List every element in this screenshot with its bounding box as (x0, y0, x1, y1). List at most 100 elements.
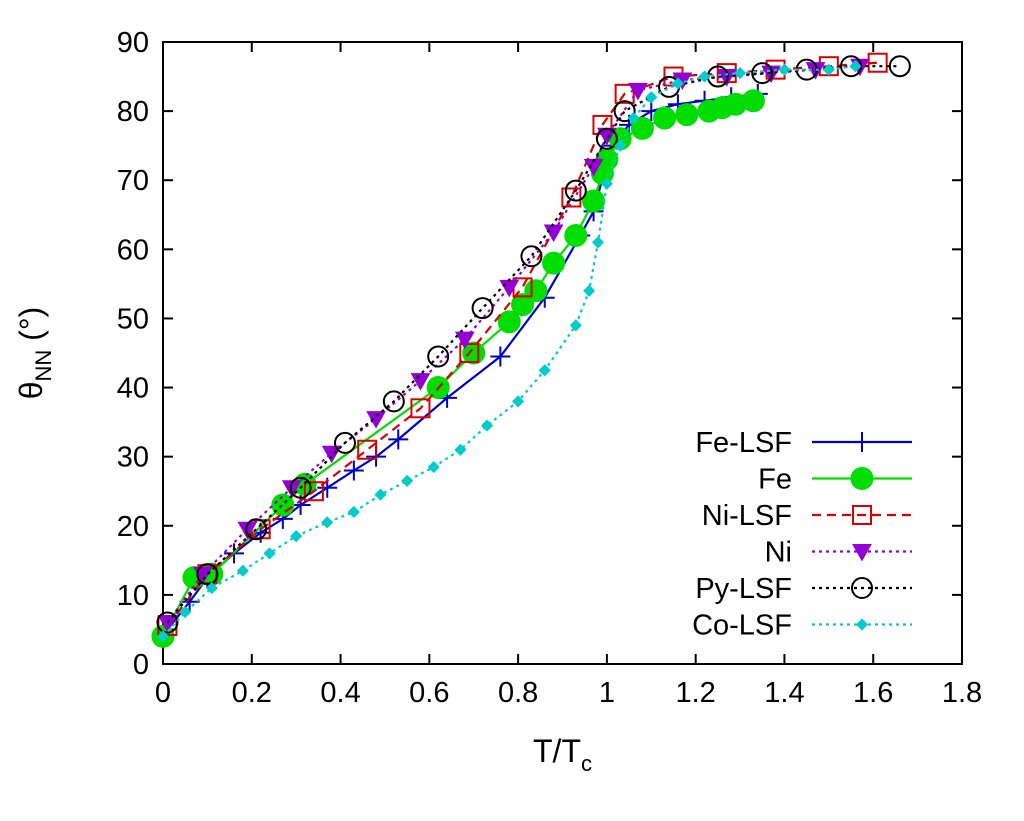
legend-label: Py-LSF (695, 573, 792, 605)
data-point (454, 443, 467, 456)
data-point (538, 364, 551, 377)
y-tick-label: 90 (117, 27, 149, 59)
y-tick-label: 10 (117, 580, 149, 612)
data-point (357, 439, 378, 460)
data-point (628, 82, 648, 101)
legend-entry: Py-LSF (695, 573, 912, 605)
x-tick-label: 0 (155, 677, 171, 709)
y-tick-label: 50 (117, 303, 149, 335)
y-axis-label-sub: NN (31, 350, 56, 382)
data-point (569, 319, 582, 332)
data-point (600, 177, 613, 190)
data-point (613, 100, 636, 123)
data-point (630, 116, 654, 140)
x-axis-label: T/Tc (533, 733, 592, 776)
legend-marker (851, 577, 873, 599)
data-point (543, 224, 564, 243)
data-point (716, 69, 737, 87)
data-point (471, 297, 494, 320)
data-point (321, 445, 342, 464)
series-line (166, 61, 878, 627)
data-point (698, 70, 711, 83)
data-point (822, 63, 835, 76)
x-tick-label: 1.8 (942, 677, 982, 709)
data-point (237, 521, 258, 540)
data-point (245, 518, 268, 541)
y-tick-label: 40 (117, 373, 149, 405)
series-py-lsf (156, 55, 911, 634)
legend-entry: Ni-LSF (702, 500, 912, 532)
series-line (162, 99, 754, 637)
data-point (321, 516, 334, 529)
y-tick-label: 20 (117, 511, 149, 543)
y-axis-label-unit: (°) (13, 307, 49, 350)
y-tick-label: 60 (117, 234, 149, 266)
series-line (162, 65, 856, 638)
data-point (179, 606, 192, 619)
data-point (564, 179, 587, 202)
y-axis-label: θNN (°) (13, 307, 56, 400)
data-point (741, 89, 765, 113)
data-point (156, 630, 170, 643)
x-axis-label-sub: c (581, 751, 592, 776)
data-point (388, 429, 409, 450)
y-tick-label: 80 (117, 96, 149, 128)
x-tick-label: 1 (599, 677, 615, 709)
data-point (653, 106, 677, 130)
legend-entry: Fe-LSF (695, 427, 912, 459)
legend-entry: Fe (758, 464, 912, 496)
data-point (778, 63, 791, 76)
legend-entry: Ni (765, 537, 912, 569)
y-axis-label-main: θ (13, 381, 49, 399)
legend-label: Ni (765, 537, 792, 569)
data-point (733, 67, 747, 80)
x-tick-label: 0.2 (232, 677, 272, 709)
data-point (849, 60, 862, 73)
legend-label: Ni-LSF (702, 500, 792, 532)
data-point (401, 474, 414, 487)
x-tick-label: 0.4 (320, 677, 360, 709)
legend-label: Co-LSF (692, 610, 792, 642)
data-point (867, 52, 888, 73)
data-point (290, 530, 303, 543)
series-ni (157, 58, 870, 633)
data-point (512, 395, 525, 408)
series-line (166, 65, 900, 624)
data-point (289, 476, 312, 499)
legend-label: Fe-LSF (695, 427, 792, 459)
legend-marker (850, 467, 874, 490)
data-point (614, 83, 635, 104)
plot-frame (162, 41, 963, 665)
axis-ticks: 0 0.2 0.4 0.6 0.8 1 1.2 1.4 1.6 1.8 0 10 20 30 40 50 60 7… (117, 27, 982, 709)
data-point (520, 245, 543, 268)
data-point (751, 62, 774, 85)
legend-entry: Co-LSF (692, 610, 912, 642)
y-tick-label: 0 (133, 649, 149, 681)
data-point (480, 419, 494, 432)
x-tick-label: 0.8 (498, 677, 538, 709)
data-point (542, 251, 566, 275)
x-tick-label: 1.6 (853, 677, 893, 709)
legend-marker (852, 432, 872, 452)
data-point (427, 460, 440, 474)
data-point (156, 611, 179, 634)
series-co-lsf (156, 60, 862, 643)
data-point (281, 480, 302, 498)
data-point (263, 547, 276, 560)
x-tick-label: 1.4 (764, 677, 804, 709)
data-point (561, 187, 582, 208)
legend-label: Fe (758, 464, 792, 496)
data-point (645, 91, 658, 104)
data-point (303, 481, 324, 502)
data-point (490, 346, 511, 367)
data-point (347, 505, 360, 519)
data-point (410, 373, 431, 391)
data-point (583, 284, 596, 297)
data-point (427, 345, 450, 368)
legend: Fe-LSF Fe Ni-LSF Ni Py-LSF Co-LSF (692, 427, 912, 642)
legend-marker (852, 505, 872, 525)
data-point (205, 581, 218, 595)
data-point (497, 310, 521, 334)
data-point (564, 224, 588, 248)
